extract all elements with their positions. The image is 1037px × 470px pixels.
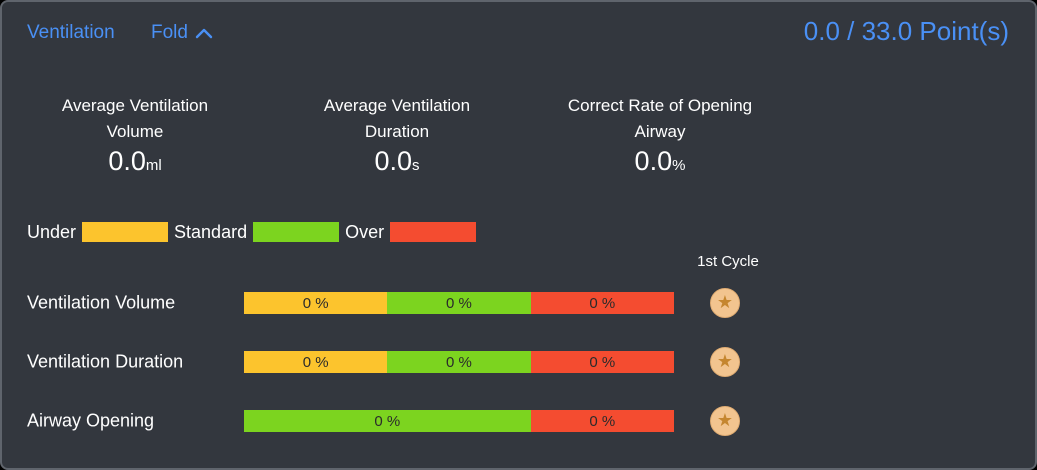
cycle-star-button[interactable]: ★ xyxy=(710,288,740,318)
bar-row-airway-opening: Airway Opening 0 % 0 % ★ xyxy=(2,406,1035,436)
stat-average-ventilation-duration: Average Ventilation Duration 0.0s xyxy=(267,93,527,181)
stat-unit: % xyxy=(672,157,686,174)
legend-label-over: Over xyxy=(345,221,385,242)
row-label: Ventilation Volume xyxy=(27,292,176,313)
bar-segment-standard: 0 % xyxy=(244,410,531,432)
stat-label: Average Ventilation xyxy=(323,96,471,115)
legend-swatch-under xyxy=(82,222,169,242)
star-icon: ★ xyxy=(716,351,734,371)
legend-swatch-over xyxy=(390,222,477,242)
stat-unit: s xyxy=(412,157,420,174)
cycle-header-label: 1st Cycle xyxy=(697,253,759,270)
chevron-up-icon xyxy=(195,28,213,38)
star-icon: ★ xyxy=(716,410,734,430)
legend: Under Standard Over xyxy=(27,222,482,242)
legend-swatch-standard xyxy=(253,222,340,242)
stat-value: 0.0ml xyxy=(108,146,162,176)
stat-value: 0.0% xyxy=(634,146,686,176)
bar-row-ventilation-duration: Ventilation Duration 0 % 0 % 0 % ★ xyxy=(2,347,1035,377)
legend-label-standard: Standard xyxy=(174,221,248,242)
stat-average-ventilation-volume: Average Ventilation Volume 0.0ml xyxy=(5,93,265,181)
stacked-bar: 0 % 0 % 0 % xyxy=(244,351,674,373)
row-label: Airway Opening xyxy=(27,410,155,431)
stat-unit: ml xyxy=(145,157,162,174)
stat-label: Average Ventilation xyxy=(61,96,209,115)
star-icon: ★ xyxy=(716,292,734,312)
cycle-star-button[interactable]: ★ xyxy=(710,347,740,377)
bar-segment-over: 0 % xyxy=(530,351,674,373)
stat-label: Duration xyxy=(364,122,430,141)
stat-correct-rate-airway: Correct Rate of Opening Airway 0.0% xyxy=(530,93,790,181)
bar-row-ventilation-volume: Ventilation Volume 0 % 0 % 0 % ★ xyxy=(2,288,1035,318)
cycle-star-button[interactable]: ★ xyxy=(710,406,740,436)
stat-label: Airway xyxy=(634,122,686,141)
stacked-bar: 0 % 0 % xyxy=(244,410,674,432)
bar-segment-under: 0 % xyxy=(244,351,388,373)
legend-label-under: Under xyxy=(27,221,77,242)
bar-segment-over: 0 % xyxy=(530,410,674,432)
section-title: Ventilation xyxy=(27,22,115,43)
bar-segment-standard: 0 % xyxy=(387,351,531,373)
stat-label: Volume xyxy=(106,122,164,141)
stat-label: Correct Rate of Opening xyxy=(567,96,753,115)
bar-segment-under: 0 % xyxy=(244,292,388,314)
fold-label: Fold xyxy=(151,22,188,43)
fold-toggle[interactable]: Fold xyxy=(151,22,213,44)
points-score: 0.0 / 33.0 Point(s) xyxy=(803,16,1009,46)
bar-segment-standard: 0 % xyxy=(387,292,531,314)
bar-segment-over: 0 % xyxy=(530,292,674,314)
row-label: Ventilation Duration xyxy=(27,351,184,372)
stat-value: 0.0s xyxy=(374,146,420,176)
stacked-bar: 0 % 0 % 0 % xyxy=(244,292,674,314)
